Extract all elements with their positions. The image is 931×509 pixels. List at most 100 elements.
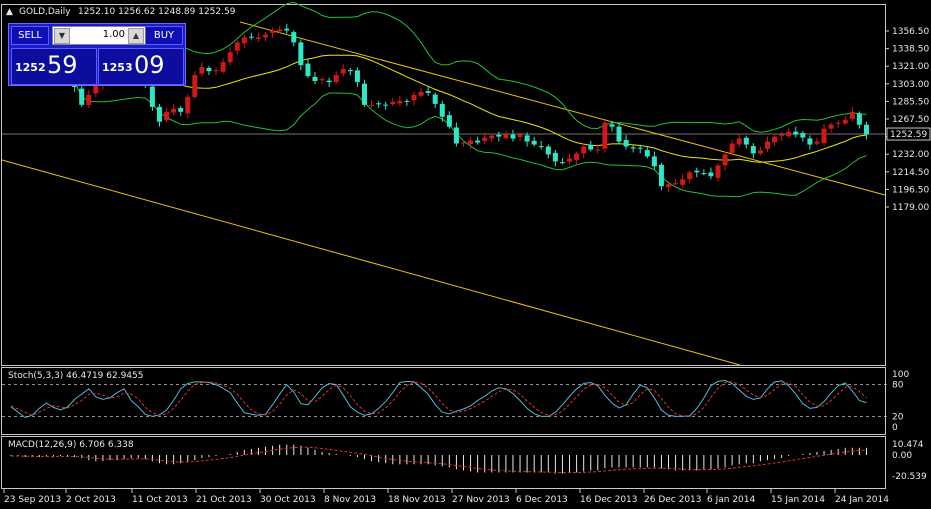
stoch-tick-label: 20 bbox=[892, 412, 904, 422]
candle-body bbox=[362, 83, 367, 105]
candle-body bbox=[715, 165, 721, 178]
candle-body bbox=[701, 173, 707, 175]
candle-body bbox=[227, 52, 233, 63]
date-tick-label: 21 Oct 2013 bbox=[196, 495, 252, 505]
stoch-tick-label: 100 bbox=[892, 370, 909, 380]
price-tick-label: 1179.00 bbox=[892, 203, 929, 213]
candle-body bbox=[376, 103, 382, 105]
candle-body bbox=[687, 172, 693, 180]
candle-body bbox=[588, 144, 594, 150]
candle-body bbox=[574, 153, 580, 161]
candle-body bbox=[446, 115, 452, 127]
candle-body bbox=[298, 42, 304, 66]
candle-body bbox=[432, 94, 438, 104]
candle-body bbox=[270, 30, 276, 33]
date-tick-label: 2 Oct 2013 bbox=[66, 495, 116, 505]
candle-body bbox=[708, 172, 714, 177]
lot-size-stepper[interactable]: ▼ ▲ bbox=[52, 26, 146, 45]
candle-body bbox=[524, 135, 530, 142]
candle-body bbox=[567, 158, 573, 162]
candle-body bbox=[369, 104, 375, 106]
candle-body bbox=[510, 134, 516, 139]
price-tick-label: 1303.00 bbox=[892, 80, 929, 90]
date-tick-label: 26 Dec 2013 bbox=[644, 495, 702, 505]
candle-body bbox=[220, 62, 226, 72]
date-tick-label: 16 Dec 2013 bbox=[580, 495, 638, 505]
candle-body bbox=[453, 127, 459, 144]
price-tick-label: 1196.50 bbox=[892, 185, 929, 195]
candle-body bbox=[425, 91, 431, 93]
candle-body bbox=[651, 156, 657, 167]
candle-body bbox=[545, 146, 551, 155]
candle-body bbox=[460, 142, 466, 144]
price-tick-label: 1214.50 bbox=[892, 168, 929, 178]
price-tick-label: 1232.00 bbox=[892, 150, 929, 160]
date-tick-label: 30 Oct 2013 bbox=[260, 495, 316, 505]
ohlc-values: 1252.10 1256.62 1248.89 1252.59 bbox=[78, 7, 236, 17]
candle-body bbox=[842, 119, 848, 124]
candle-body bbox=[404, 100, 410, 102]
candle-body bbox=[354, 70, 360, 83]
candle-body bbox=[333, 75, 339, 83]
candle-body bbox=[263, 34, 269, 38]
candle-body bbox=[673, 183, 679, 185]
candle-body bbox=[347, 69, 353, 72]
current-price-box bbox=[886, 127, 931, 141]
candle-body bbox=[821, 128, 827, 144]
lot-size-input[interactable] bbox=[71, 27, 125, 42]
candle-body bbox=[772, 136, 778, 143]
candle-body bbox=[552, 152, 558, 162]
candle-body bbox=[411, 94, 417, 101]
one-click-trading-panel: SELL ▼ ▲ BUY 1252 59 1253 09 bbox=[8, 23, 186, 86]
candle-body bbox=[149, 86, 155, 107]
candle-body bbox=[255, 37, 261, 40]
candle-body bbox=[383, 104, 389, 106]
sell-button[interactable]: SELL bbox=[11, 26, 49, 45]
candle-body bbox=[439, 103, 445, 117]
candle-body bbox=[793, 131, 799, 135]
candle-body bbox=[863, 124, 869, 135]
candle-body bbox=[630, 147, 636, 149]
candle-body bbox=[786, 131, 792, 137]
date-tick-label: 8 Nov 2013 bbox=[324, 495, 376, 505]
candle-body bbox=[93, 84, 99, 94]
candle-body bbox=[828, 124, 834, 129]
sell-price-pips: 59 bbox=[47, 51, 78, 79]
buy-price[interactable]: 1253 09 bbox=[98, 48, 184, 85]
candle-body bbox=[199, 67, 205, 74]
stoch-main-line bbox=[10, 379, 867, 419]
candle-body bbox=[234, 42, 240, 51]
date-tick-label: 24 Jan 2014 bbox=[835, 495, 889, 505]
candle-body bbox=[517, 134, 523, 137]
candle-body bbox=[559, 162, 565, 164]
candle-body bbox=[284, 28, 290, 31]
candle-body bbox=[326, 80, 332, 83]
bollinger-lower-line bbox=[10, 73, 867, 198]
candle-body bbox=[835, 122, 841, 124]
candle-body bbox=[305, 63, 311, 77]
lot-increase-icon[interactable]: ▲ bbox=[128, 28, 144, 44]
candle-body bbox=[666, 184, 672, 187]
candle-body bbox=[856, 113, 862, 125]
buy-button[interactable]: BUY bbox=[145, 26, 183, 45]
chart-collapse-icon[interactable]: ▲ bbox=[6, 7, 13, 17]
candle-body bbox=[178, 108, 184, 112]
candle-body bbox=[241, 37, 247, 44]
candle-body bbox=[800, 133, 806, 138]
sell-price[interactable]: 1252 59 bbox=[11, 48, 97, 85]
candle-body bbox=[602, 122, 608, 149]
candle-body bbox=[637, 147, 643, 149]
candle-body bbox=[531, 140, 537, 145]
candle-body bbox=[644, 150, 650, 157]
date-tick-label: 15 Jan 2014 bbox=[771, 495, 825, 505]
lot-decrease-icon[interactable]: ▼ bbox=[54, 28, 70, 44]
macd-tick-label: 0.00 bbox=[892, 451, 912, 461]
price-tick-label: 1356.50 bbox=[892, 27, 929, 37]
macd-tick-label: 10.474 bbox=[892, 440, 924, 450]
date-tick-label: 23 Sep 2013 bbox=[4, 495, 61, 505]
stoch-label: Stoch(5,3,3) 46.4719 62.9455 bbox=[8, 371, 143, 381]
candle-body bbox=[743, 137, 749, 145]
candle-body bbox=[192, 75, 198, 97]
macd-tick-label: -20.539 bbox=[892, 472, 927, 482]
